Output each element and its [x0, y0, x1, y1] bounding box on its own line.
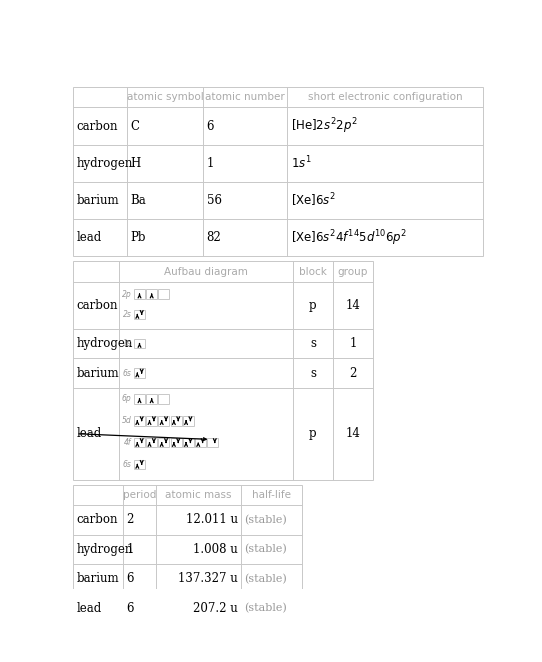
Text: lead: lead	[76, 602, 101, 615]
Text: carbon: carbon	[76, 513, 118, 526]
Text: Pb: Pb	[131, 231, 146, 244]
Bar	[134, 416, 145, 426]
Text: half-life: half-life	[252, 490, 291, 500]
Text: 1: 1	[126, 543, 134, 556]
Text: hydrogen: hydrogen	[76, 157, 133, 169]
Text: period: period	[123, 490, 157, 500]
Text: hydrogen: hydrogen	[76, 337, 133, 350]
Bar	[134, 394, 145, 404]
Bar	[207, 438, 218, 448]
Text: (stable): (stable)	[244, 574, 287, 584]
Text: 6p: 6p	[122, 395, 132, 403]
Bar	[146, 416, 157, 426]
Text: 1: 1	[207, 157, 214, 169]
Bar	[134, 310, 145, 319]
Text: (stable): (stable)	[244, 544, 287, 555]
Bar	[183, 416, 193, 426]
Text: atomic symbol: atomic symbol	[127, 92, 204, 103]
Text: lead: lead	[76, 427, 101, 440]
Bar	[134, 368, 145, 378]
Bar	[73, 485, 302, 624]
Text: 2s: 2s	[122, 310, 132, 319]
Text: barium: barium	[76, 367, 119, 379]
Text: C: C	[131, 120, 140, 132]
Bar	[146, 394, 157, 404]
Text: p: p	[309, 299, 317, 312]
Text: 82: 82	[207, 231, 221, 244]
Text: $\mathrm{[Xe]6}s^{2}\mathrm{4}f^{14}\mathrm{5}d^{10}\mathrm{6}p^{2}$: $\mathrm{[Xe]6}s^{2}\mathrm{4}f^{14}\mat…	[291, 228, 407, 248]
Bar	[158, 416, 169, 426]
Text: H: H	[131, 157, 141, 169]
Text: Aufbau diagram: Aufbau diagram	[164, 267, 248, 277]
Text: atomic number: atomic number	[205, 92, 285, 103]
Text: 6: 6	[126, 573, 134, 585]
Text: $\mathrm{[He]2}s^{2}\mathrm{2}p^{2}$: $\mathrm{[He]2}s^{2}\mathrm{2}p^{2}$	[291, 117, 357, 136]
Text: 137.327 u: 137.327 u	[178, 573, 238, 585]
Text: 6: 6	[207, 120, 214, 132]
Text: 14: 14	[346, 299, 360, 312]
Text: carbon: carbon	[76, 120, 118, 132]
Text: 2: 2	[349, 367, 357, 379]
Text: 2p: 2p	[122, 289, 132, 299]
Bar	[146, 289, 157, 299]
Text: (stable): (stable)	[244, 514, 287, 525]
Bar	[73, 261, 373, 479]
Text: s: s	[310, 367, 316, 379]
Text: $\mathrm{1}s^{1}$: $\mathrm{1}s^{1}$	[291, 155, 311, 171]
Text: 12.011 u: 12.011 u	[186, 513, 238, 526]
Text: block: block	[299, 267, 327, 277]
Text: 6s: 6s	[122, 460, 132, 469]
Text: short electronic configuration: short electronic configuration	[308, 92, 462, 103]
Text: 14: 14	[346, 427, 360, 440]
Text: barium: barium	[76, 194, 119, 207]
Bar	[171, 416, 182, 426]
Text: 56: 56	[207, 194, 222, 207]
Text: (stable): (stable)	[244, 603, 287, 614]
Text: hydrogen: hydrogen	[76, 543, 133, 556]
Text: 207.2 u: 207.2 u	[193, 602, 238, 615]
Bar	[134, 438, 145, 448]
Bar	[73, 87, 483, 256]
Bar	[183, 438, 193, 448]
Text: 1.008 u: 1.008 u	[193, 543, 238, 556]
Bar	[195, 438, 206, 448]
Bar	[134, 289, 145, 299]
Bar	[171, 438, 182, 448]
Text: p: p	[309, 427, 317, 440]
Text: 1: 1	[349, 337, 357, 350]
Text: lead: lead	[76, 231, 101, 244]
Text: 5d: 5d	[122, 416, 132, 425]
Text: 4f: 4f	[124, 438, 132, 447]
Text: 2: 2	[126, 513, 134, 526]
Bar	[146, 438, 157, 448]
Text: s: s	[310, 337, 316, 350]
Text: 1s: 1s	[122, 339, 132, 348]
Text: 6s: 6s	[122, 369, 132, 377]
Text: $\mathrm{[Xe]6}s^{2}$: $\mathrm{[Xe]6}s^{2}$	[291, 192, 335, 209]
Text: atomic mass: atomic mass	[165, 490, 232, 500]
Bar	[134, 459, 145, 469]
Bar	[158, 438, 169, 448]
Text: carbon: carbon	[76, 299, 118, 312]
Text: 6: 6	[126, 602, 134, 615]
Text: group: group	[338, 267, 368, 277]
Bar	[158, 394, 169, 404]
Bar	[134, 339, 145, 348]
Bar	[158, 289, 169, 299]
Text: Ba: Ba	[131, 194, 146, 207]
Text: barium: barium	[76, 573, 119, 585]
